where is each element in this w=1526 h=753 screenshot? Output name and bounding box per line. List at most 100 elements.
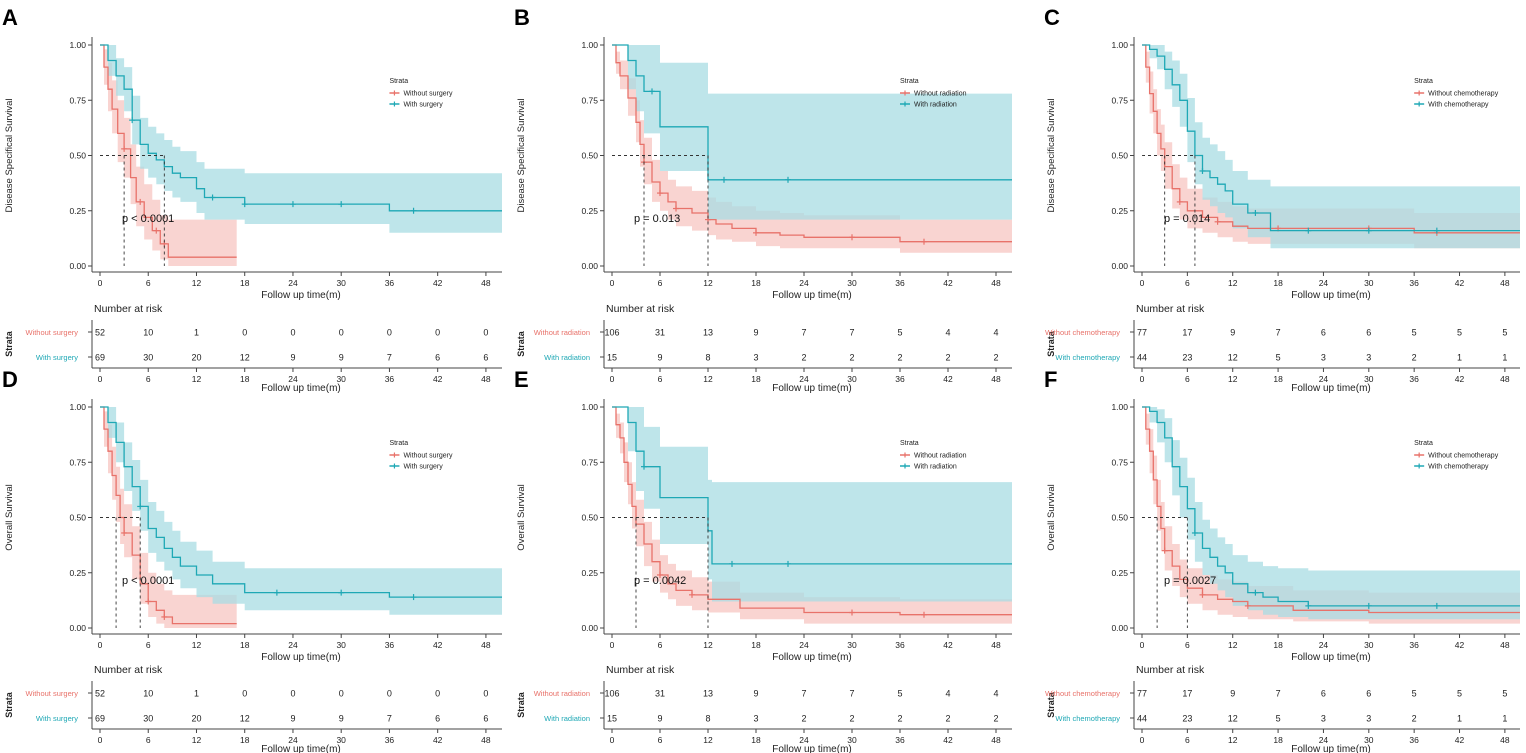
risk-count: 15 [607,714,617,724]
y-tick-label: 0.50 [581,151,598,161]
x-tick-label: 36 [385,640,395,650]
x-tick-label: 30 [336,640,346,650]
risk-x-tick-label: 0 [98,374,103,384]
x-axis-label: Follow up time(m) [772,652,851,663]
risk-count: 77 [1137,689,1147,699]
risk-row-label: Without chemotherapy [1045,328,1120,337]
risk-count: 0 [387,689,392,699]
risk-row-label: Without radiation [534,328,590,337]
risk-x-axis-label: Follow up time(m) [1291,383,1370,394]
confidence-band [612,407,1012,624]
risk-x-tick-label: 0 [1140,374,1145,384]
x-tick-label: 48 [481,278,491,288]
risk-count: 6 [1321,689,1326,699]
risk-count: 17 [1182,689,1192,699]
y-tick-label: 0.25 [581,568,598,578]
risk-x-tick-label: 6 [1185,374,1190,384]
risk-x-tick-label: 24 [288,735,298,745]
p-value: p = 0.0042 [634,575,686,587]
risk-x-tick-label: 24 [799,374,809,384]
confidence-band [100,45,502,233]
risk-x-tick-label: 48 [991,735,1001,745]
risk-x-tick-label: 0 [98,735,103,745]
legend-title: Strata [1414,440,1433,447]
x-tick-label: 0 [610,640,615,650]
risk-table-title: Number at risk [94,303,163,315]
panel-letter: F [1044,367,1057,392]
y-tick-label: 0.75 [69,95,86,105]
risk-x-tick-label: 18 [751,374,761,384]
y-tick-label: 0.50 [1111,151,1128,161]
risk-x-tick-label: 36 [1409,735,1419,745]
y-tick-label: 0.50 [1111,513,1128,523]
risk-strata-label: Strata [516,691,526,718]
y-tick-label: 0.25 [69,568,86,578]
x-tick-label: 6 [146,278,151,288]
risk-x-tick-label: 0 [610,374,615,384]
x-tick-label: 18 [1273,278,1283,288]
risk-count: 8 [705,714,710,724]
risk-count: 44 [1137,714,1147,724]
risk-x-tick-label: 48 [991,374,1001,384]
risk-count: 12 [240,353,250,363]
x-axis-label: Follow up time(m) [261,652,340,663]
risk-x-tick-label: 6 [1185,735,1190,745]
risk-count: 1 [194,328,199,338]
panel-a: A 0.00 0.25 0.50 0.75 1.00 0 6 12 18 24 30 36 42 48 Fol… [2,5,502,394]
risk-count: 3 [1366,353,1371,363]
legend-label: Without surgery [403,91,453,98]
panel-letter: D [2,367,18,392]
y-axis-label: Overall Survival [516,484,527,551]
risk-x-tick-label: 0 [1140,735,1145,745]
y-tick-label: 1.00 [1111,402,1128,412]
risk-count: 1 [1502,353,1507,363]
y-tick-label: 0.75 [581,457,598,467]
y-tick-label: 0.00 [581,623,598,633]
risk-count: 5 [1276,353,1281,363]
risk-count: 0 [242,689,247,699]
risk-x-tick-label: 42 [943,735,953,745]
risk-x-tick-label: 18 [240,374,250,384]
risk-count: 15 [607,353,617,363]
risk-table-title: Number at risk [606,303,675,315]
risk-count: 2 [801,353,806,363]
y-tick-label: 0.50 [581,513,598,523]
risk-count: 0 [339,328,344,338]
risk-count: 12 [1228,353,1238,363]
y-tick-label: 1.00 [1111,40,1128,50]
x-tick-label: 6 [146,640,151,650]
risk-count: 6 [435,714,440,724]
risk-count: 9 [290,353,295,363]
risk-x-tick-label: 12 [1228,735,1238,745]
risk-count: 7 [849,328,854,338]
x-tick-label: 12 [703,640,713,650]
risk-count: 2 [801,714,806,724]
risk-x-tick-label: 24 [288,374,298,384]
confidence-band [100,407,237,628]
risk-count: 9 [1230,328,1235,338]
x-tick-label: 12 [703,278,713,288]
x-tick-label: 6 [1185,640,1190,650]
risk-x-tick-label: 0 [610,735,615,745]
risk-count: 5 [1412,328,1417,338]
risk-count: 69 [95,353,105,363]
p-value: p < 0.0001 [122,213,174,225]
x-tick-label: 0 [1140,278,1145,288]
risk-count: 10 [143,689,153,699]
risk-count: 2 [897,714,902,724]
p-value: p = 0.014 [1164,213,1210,225]
risk-count: 106 [604,689,619,699]
y-tick-label: 0.00 [69,623,86,633]
risk-count: 0 [435,328,440,338]
legend-title: Strata [900,440,919,447]
risk-count: 0 [483,328,488,338]
risk-row-label: With chemotherapy [1055,714,1120,723]
risk-count: 2 [993,353,998,363]
risk-count: 6 [1366,328,1371,338]
risk-count: 0 [242,328,247,338]
x-tick-label: 24 [1319,640,1329,650]
y-tick-label: 0.75 [1111,457,1128,467]
legend-label: Without surgery [403,453,453,460]
x-tick-label: 36 [1409,640,1419,650]
y-tick-label: 0.50 [69,513,86,523]
